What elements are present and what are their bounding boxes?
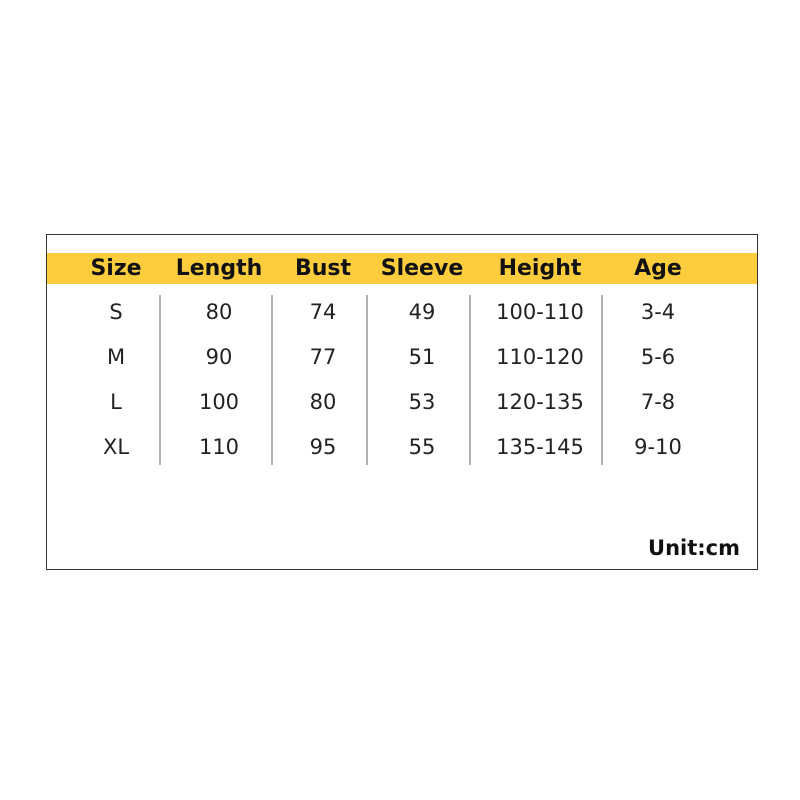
- table-cell: 110-120: [496, 345, 584, 369]
- table-cell: 49: [409, 300, 436, 324]
- table-cell: L: [110, 390, 122, 414]
- header-cell: Sleeve: [381, 256, 464, 281]
- header-cell: Bust: [295, 256, 352, 281]
- table-cell: 7-8: [641, 390, 675, 414]
- header-band: [47, 253, 757, 284]
- table-cell: 110: [199, 435, 239, 459]
- header-cell: Age: [634, 256, 682, 281]
- table-cell: 95: [310, 435, 337, 459]
- table-cell: 3-4: [641, 300, 675, 324]
- header-cell: Height: [499, 256, 582, 281]
- table-cell: 77: [310, 345, 337, 369]
- table-cell: M: [107, 345, 125, 369]
- header-cell: Length: [176, 256, 263, 281]
- table-frame: [46, 234, 758, 570]
- table-cell: 100-110: [496, 300, 584, 324]
- table-cell: 5-6: [641, 345, 675, 369]
- header-cell: Size: [90, 256, 141, 281]
- table-cell: 100: [199, 390, 239, 414]
- table-cell: 80: [310, 390, 337, 414]
- table-cell: 51: [409, 345, 436, 369]
- table-cell: 53: [409, 390, 436, 414]
- table-cell: S: [109, 300, 122, 324]
- table-cell: 9-10: [634, 435, 682, 459]
- table-cell: 80: [206, 300, 233, 324]
- table-cell: XL: [103, 435, 129, 459]
- table-cell: 74: [310, 300, 337, 324]
- table-cell: 135-145: [496, 435, 584, 459]
- table-cell: 120-135: [496, 390, 584, 414]
- table-cell: 90: [206, 345, 233, 369]
- unit-label: Unit:cm: [648, 536, 740, 560]
- table-cell: 55: [409, 435, 436, 459]
